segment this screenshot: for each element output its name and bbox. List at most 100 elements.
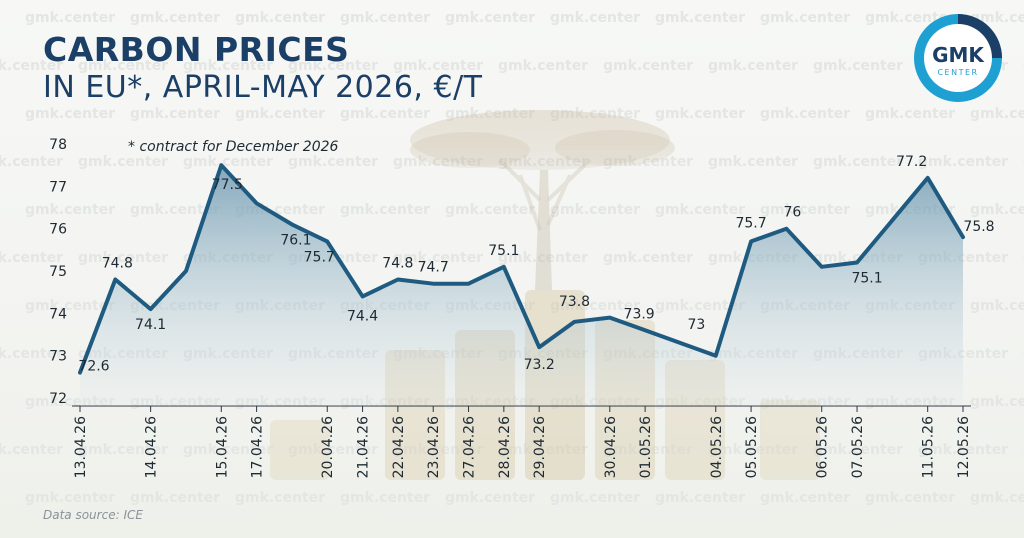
watermark-text: gmk.center xyxy=(760,106,851,122)
watermark-text: gmk.center xyxy=(340,106,431,122)
x-tick-label: 17.04.26 xyxy=(250,416,266,478)
watermark-text: gmk.center xyxy=(970,202,1024,218)
watermark-text: gmk.center xyxy=(445,10,536,26)
watermark-text: gmk.center xyxy=(340,10,431,26)
watermark-text: gmk.center xyxy=(655,490,746,506)
x-tick-label: 20.04.26 xyxy=(320,416,336,478)
watermark-text: gmk.center xyxy=(603,58,694,74)
data-label: 75.8 xyxy=(963,219,994,235)
watermark-text: gmk.center xyxy=(550,10,641,26)
watermark-text: gmk.center xyxy=(865,10,956,26)
watermark-text: gmk.center xyxy=(183,154,274,170)
data-label: 77.2 xyxy=(896,154,927,170)
data-label: 73.9 xyxy=(624,306,655,322)
watermark-text: gmk.center xyxy=(25,298,116,314)
watermark-text: gmk.center xyxy=(78,58,169,74)
chart-title: CARBON PRICES xyxy=(43,30,350,69)
watermark-text: gmk.center xyxy=(760,490,851,506)
watermark-text: gmk.center xyxy=(970,10,1024,26)
x-tick-label: 07.05.26 xyxy=(850,416,866,478)
data-label: 77.5 xyxy=(212,177,243,193)
watermark-text: gmk.center xyxy=(393,58,484,74)
chart-series-line xyxy=(78,163,965,375)
watermark-text: gmk.center xyxy=(708,154,799,170)
watermark-text: gmk.center xyxy=(340,490,431,506)
watermark-text: gmk.center xyxy=(25,106,116,122)
x-tick-label: 13.04.26 xyxy=(73,416,89,478)
watermark-text: gmk.center xyxy=(78,250,169,266)
watermark-text: gmk.center xyxy=(288,442,379,458)
watermark-text: gmk.center xyxy=(235,490,326,506)
chart-subtitle: IN EU*, APRIL-MAY 2026, €/T xyxy=(43,70,483,105)
watermark-text: gmk.center xyxy=(760,10,851,26)
gmk-center-logo: GMK CENTER xyxy=(914,14,1002,102)
watermark-text: gmk.center xyxy=(340,202,431,218)
watermark-text: gmk.center xyxy=(498,58,589,74)
watermark-text: gmk.center xyxy=(655,10,746,26)
logo-text-sub: CENTER xyxy=(937,68,978,77)
x-tick-label: 28.04.26 xyxy=(497,416,513,478)
chart-area-fill xyxy=(80,165,963,406)
watermark-text: gmk.center xyxy=(235,10,326,26)
x-tick-label: 22.04.26 xyxy=(391,416,407,478)
watermark-text: gmk.center xyxy=(130,490,221,506)
watermark-text: gmk.center xyxy=(288,58,379,74)
watermark-text: gmk.center xyxy=(970,394,1024,410)
y-tick-label: 74 xyxy=(49,306,67,322)
watermark-text: gmk.center xyxy=(813,154,904,170)
x-tick-label: 04.05.26 xyxy=(709,416,725,478)
watermark-text: gmk.center xyxy=(603,250,694,266)
tree-illustration xyxy=(410,110,675,290)
watermark-text: gmk.center xyxy=(918,442,1009,458)
watermark-text: gmk.center xyxy=(288,154,379,170)
y-tick-label: 73 xyxy=(49,349,67,365)
data-label: 73 xyxy=(688,317,706,333)
x-tick-label: 11.05.26 xyxy=(921,416,937,478)
watermark-text: gmk.center xyxy=(445,202,536,218)
data-label: 73.2 xyxy=(524,357,555,373)
watermark-text: gmk.center xyxy=(393,250,484,266)
watermark-text: gmk.center xyxy=(550,298,641,314)
watermark-text: gmk.center xyxy=(183,442,274,458)
data-label: 75.1 xyxy=(851,271,882,287)
x-tick-label: 23.04.26 xyxy=(426,416,442,478)
watermark-text: gmk.center xyxy=(0,442,64,458)
watermark-text: gmk.center xyxy=(865,106,956,122)
data-label: 75.1 xyxy=(488,243,519,259)
watermark-text: gmk.center xyxy=(865,490,956,506)
data-label: 73.8 xyxy=(559,294,590,310)
x-tick-label: 15.04.26 xyxy=(214,416,230,478)
watermark-text: gmk.center xyxy=(130,106,221,122)
watermark-text: gmk.center xyxy=(183,58,274,74)
watermark-text: gmk.center xyxy=(0,154,64,170)
logo-text-main: GMK xyxy=(932,43,985,67)
y-tick-label: 75 xyxy=(49,264,67,280)
watermark-text: gmk.center xyxy=(130,202,221,218)
data-label: 75.7 xyxy=(735,215,766,231)
data-label: 75.7 xyxy=(304,249,335,265)
data-label: 74.4 xyxy=(347,308,378,324)
watermark-text: gmk.center xyxy=(655,202,746,218)
watermark-text: gmk.center xyxy=(25,490,116,506)
watermark-text: gmk.center xyxy=(655,298,746,314)
data-source-note: Data source: ICE xyxy=(43,508,143,522)
watermark-text: gmk.center xyxy=(655,106,746,122)
watermark-text: gmk.center xyxy=(708,442,799,458)
watermark-text: gmk.center xyxy=(918,154,1009,170)
watermark-text: gmk.center xyxy=(813,58,904,74)
watermark-text: gmk.center xyxy=(813,442,904,458)
watermark-text: gmk.center xyxy=(760,202,851,218)
watermark-text: gmk.center xyxy=(498,442,588,458)
data-label: 72.6 xyxy=(78,359,109,375)
data-label: 76.1 xyxy=(280,232,311,248)
x-tick-label: 12.05.26 xyxy=(956,416,972,478)
data-label: 74.8 xyxy=(382,255,413,271)
watermark-text: gmk.center xyxy=(0,58,64,74)
data-label: 74.8 xyxy=(102,255,133,271)
data-labels: 72.674.874.177.576.175.774.474.8 74.775.1… xyxy=(78,154,994,375)
watermark-text: gmk.center xyxy=(708,58,799,74)
watermark-text: gmk.center xyxy=(78,442,169,458)
data-label: 74.1 xyxy=(135,317,166,333)
